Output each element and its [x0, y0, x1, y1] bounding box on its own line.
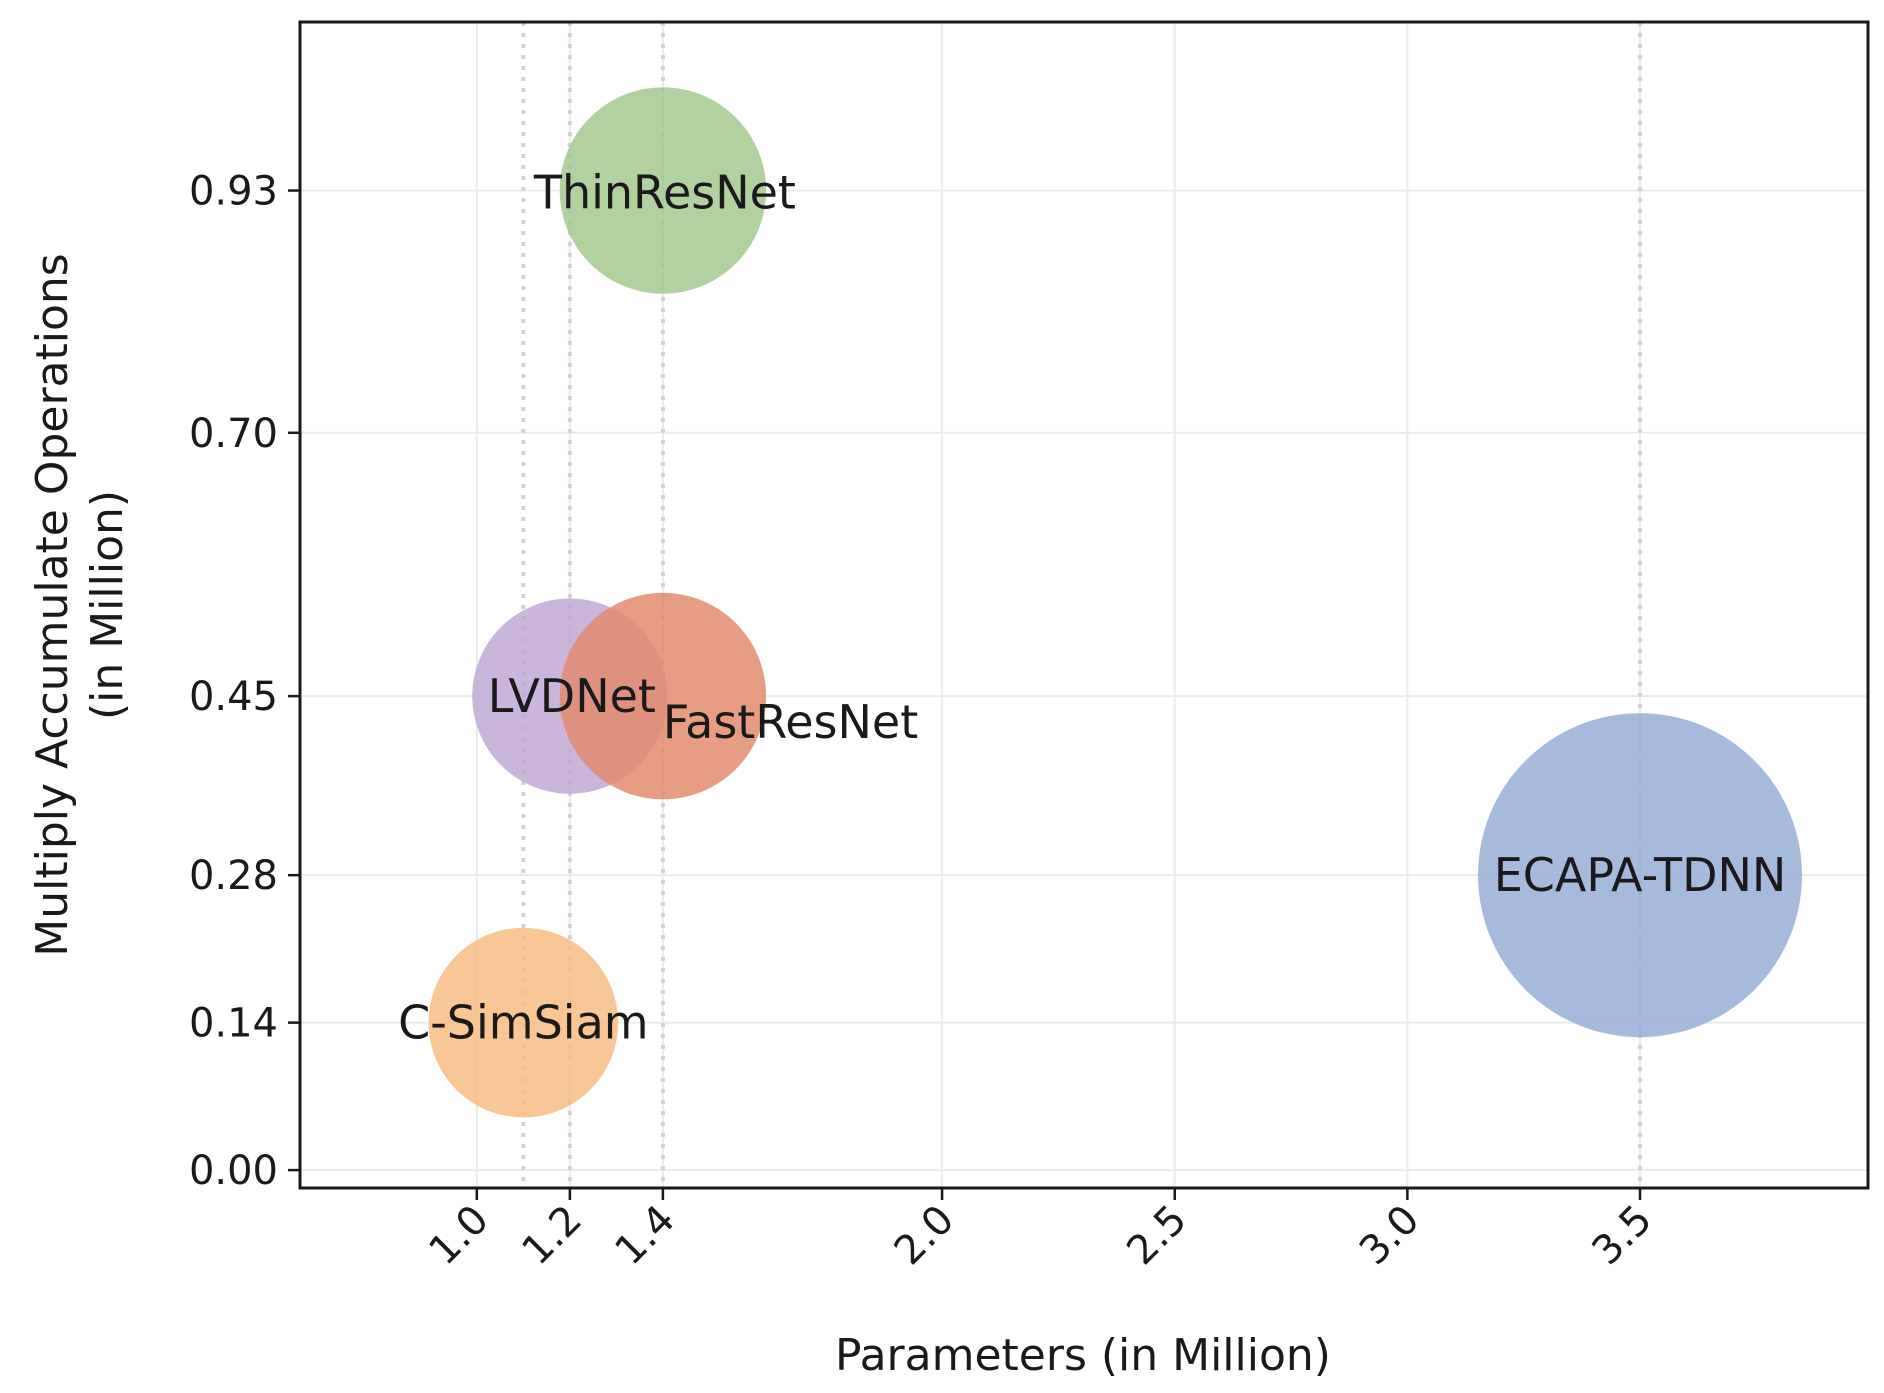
bubble-thinresnet — [559, 87, 767, 294]
x-tick-label-1.4: 1.4 — [606, 1197, 684, 1275]
label-fastresnet: FastResNet — [663, 695, 918, 749]
bubble-fastresnet — [559, 592, 767, 800]
y-tick-label-0.45: 0.45 — [189, 674, 278, 720]
label-thinresnet: ThinResNet — [533, 166, 796, 220]
label-lvdnet: LVDNet — [488, 669, 656, 723]
x-tick-label-1.2: 1.2 — [513, 1197, 591, 1275]
x-tick-label-1.0: 1.0 — [420, 1197, 498, 1275]
y-tick-label-0.28: 0.28 — [189, 853, 278, 899]
x-axis-ticks: 1.0 1.2 1.4 2.0 2.5 3.0 3.5 — [420, 1188, 1661, 1274]
x-tick-label-3.0: 3.0 — [1351, 1197, 1429, 1275]
x-tick-label-3.5: 3.5 — [1584, 1197, 1662, 1275]
y-axis-title-line2: (in Million) — [82, 490, 133, 720]
y-tick-label-0.00: 0.00 — [189, 1148, 278, 1194]
y-tick-label-0.14: 0.14 — [189, 1001, 278, 1047]
y-tick-label-0.70: 0.70 — [189, 411, 278, 457]
bubble-labels: ThinResNet LVDNet FastResNet ECAPA-TDNN C-Si… — [398, 166, 1786, 1050]
y-axis-ticks: 0.00 0.14 0.28 0.45 0.70 0.93 — [189, 169, 300, 1194]
x-tick-label-2.0: 2.0 — [886, 1197, 964, 1275]
bubble-ecapa-tdnn — [1478, 713, 1803, 1038]
label-ecapa-tdnn: ECAPA-TDNN — [1494, 848, 1787, 902]
bubble-c-simsiam — [428, 927, 619, 1118]
bubbles — [428, 87, 1803, 1118]
y-tick-label-0.93: 0.93 — [189, 169, 278, 215]
y-axis-title-line1: Multiply Accumulate Operations — [27, 253, 78, 956]
x-tick-label-2.5: 2.5 — [1118, 1197, 1196, 1275]
x-axis-title: Parameters (in Million) — [835, 1330, 1331, 1381]
label-c-simsiam: C-SimSiam — [398, 996, 648, 1050]
plot-frame — [298, 20, 1870, 1190]
